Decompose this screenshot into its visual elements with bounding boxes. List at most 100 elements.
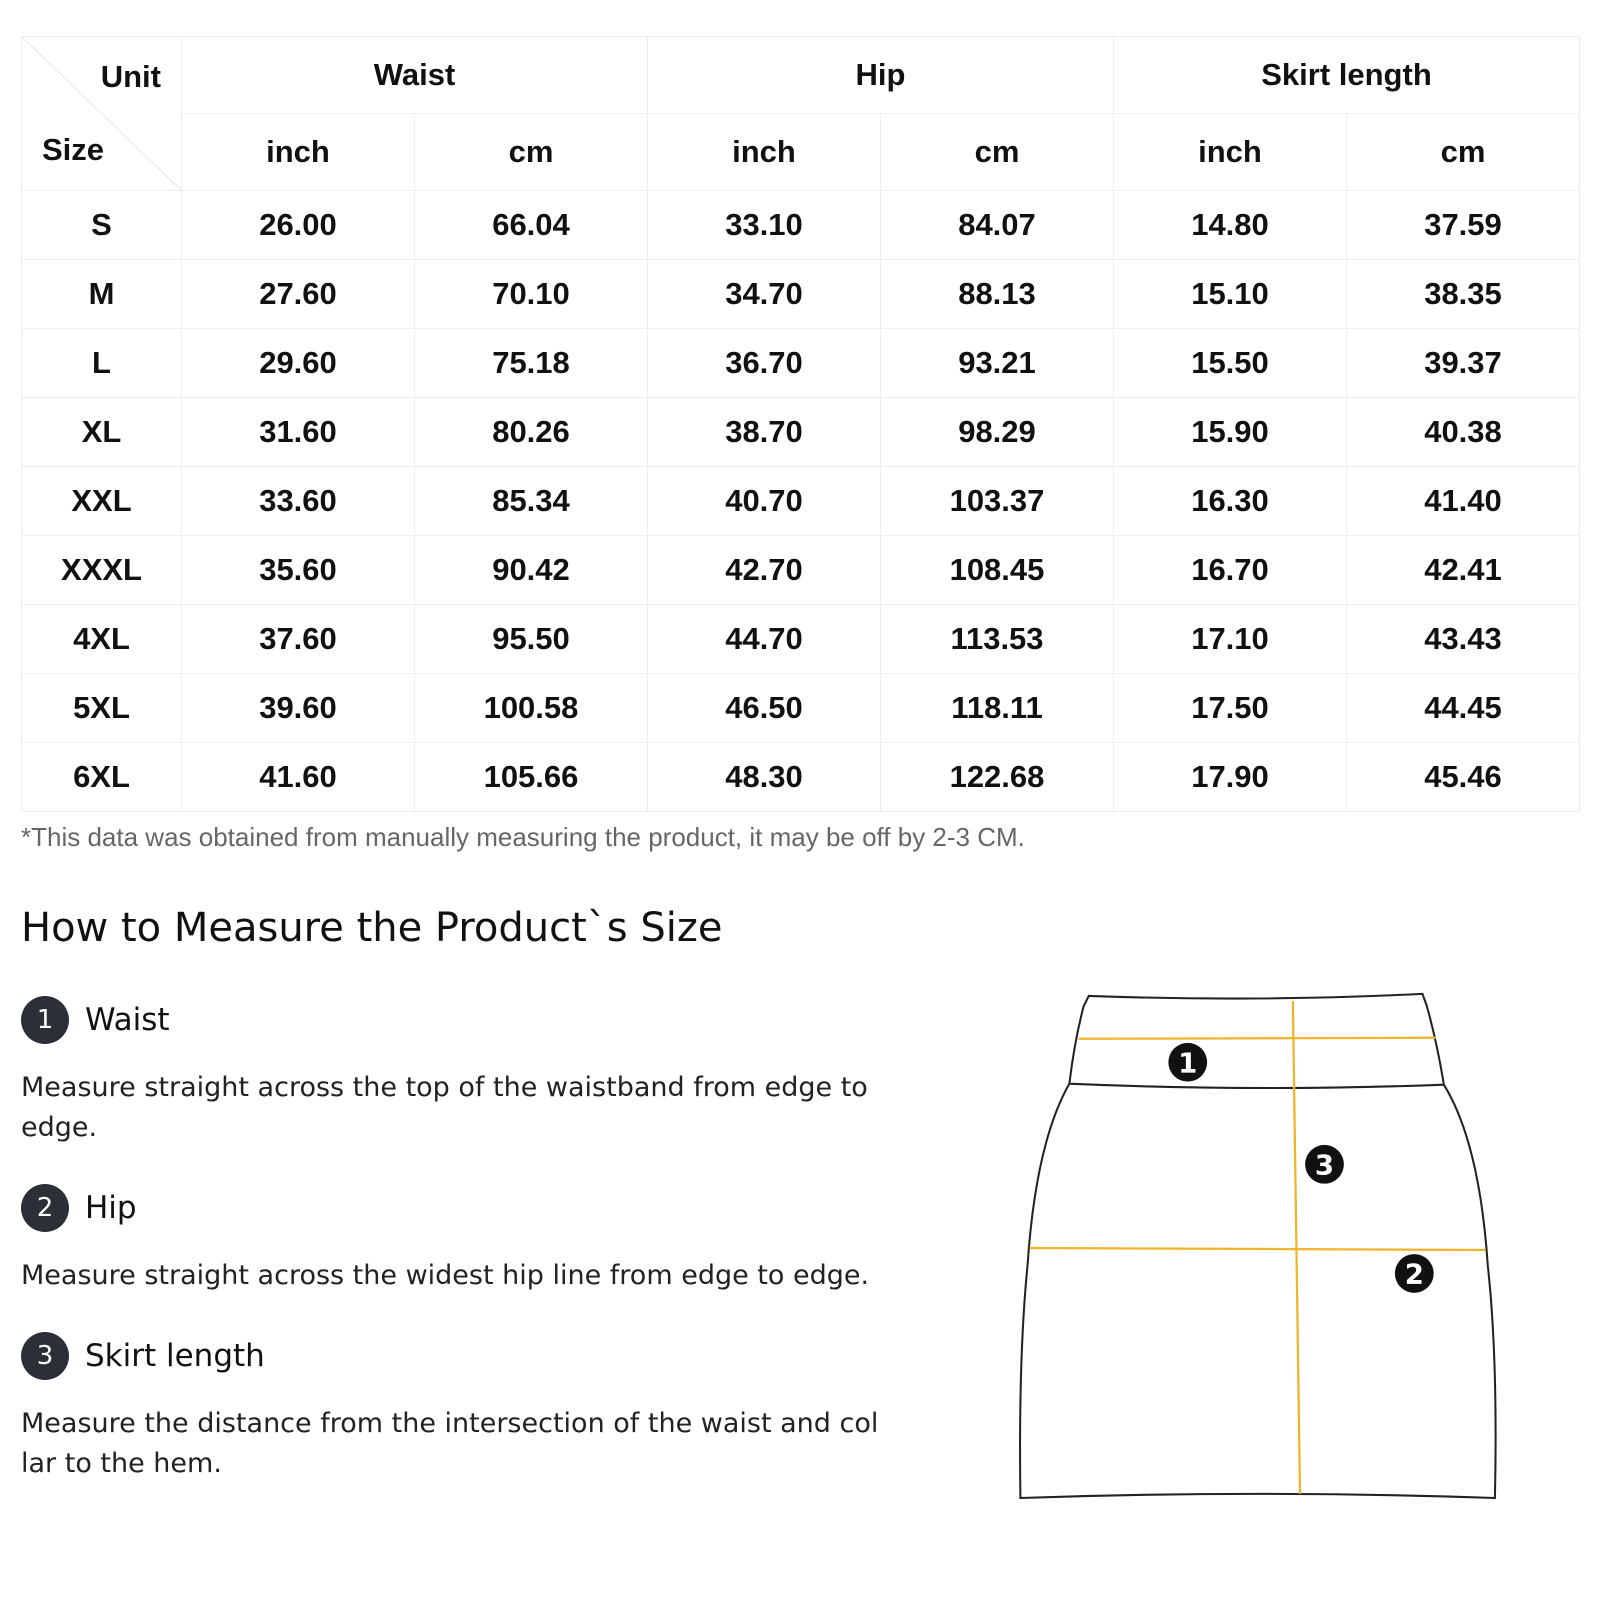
value-cell: 41.60 bbox=[181, 742, 415, 812]
unit-header: cm bbox=[880, 113, 1114, 191]
value-cell: 39.60 bbox=[181, 673, 415, 743]
value-cell: 95.50 bbox=[414, 604, 648, 674]
step-description: Measure straight across the widest hip l… bbox=[21, 1260, 870, 1291]
value-cell: 15.10 bbox=[1113, 259, 1347, 329]
size-cell: 6XL bbox=[21, 742, 182, 812]
value-cell: 108.45 bbox=[880, 535, 1114, 605]
unit-header: cm bbox=[1346, 113, 1580, 191]
step-number-badge: 2 bbox=[21, 1184, 69, 1232]
value-cell: 70.10 bbox=[414, 259, 648, 329]
value-cell: 31.60 bbox=[181, 397, 415, 467]
measurement-note: *This data was obtained from manually me… bbox=[21, 822, 1025, 852]
value-cell: 41.40 bbox=[1346, 466, 1580, 536]
step-number-badge: 1 bbox=[21, 996, 69, 1044]
marker-2: 2 bbox=[1394, 1254, 1434, 1293]
step-number-badge: 3 bbox=[21, 1332, 69, 1380]
value-cell: 15.90 bbox=[1113, 397, 1347, 467]
value-cell: 42.41 bbox=[1346, 535, 1580, 605]
value-cell: 33.10 bbox=[647, 190, 881, 260]
step-hip: 2 Hip bbox=[21, 1184, 137, 1232]
guide-title: How to Measure the Product`s Size bbox=[21, 905, 723, 951]
step-description: Measure straight across the top of the w… bbox=[21, 1072, 868, 1143]
value-cell: 43.43 bbox=[1346, 604, 1580, 674]
size-label: Size bbox=[42, 132, 105, 167]
value-cell: 103.37 bbox=[880, 466, 1114, 536]
size-cell: XL bbox=[21, 397, 182, 467]
value-cell: 36.70 bbox=[647, 328, 881, 398]
step-description: Measure the distance from the intersecti… bbox=[21, 1408, 879, 1479]
value-cell: 37.59 bbox=[1346, 190, 1580, 260]
value-cell: 16.70 bbox=[1113, 535, 1347, 605]
value-cell: 16.30 bbox=[1113, 466, 1347, 536]
value-cell: 75.18 bbox=[414, 328, 648, 398]
table-row: M 27.60 70.10 34.70 88.13 15.10 38.35 bbox=[21, 259, 1580, 329]
value-cell: 113.53 bbox=[880, 604, 1114, 674]
measure-lines bbox=[1029, 1001, 1486, 1494]
size-cell: S bbox=[21, 190, 182, 260]
size-cell: XXXL bbox=[21, 535, 182, 605]
value-cell: 80.26 bbox=[414, 397, 648, 467]
table-row: S 26.00 66.04 33.10 84.07 14.80 37.59 bbox=[21, 190, 1580, 260]
value-cell: 118.11 bbox=[880, 673, 1114, 743]
value-cell: 17.50 bbox=[1113, 673, 1347, 743]
value-cell: 46.50 bbox=[647, 673, 881, 743]
step-name: Skirt length bbox=[85, 1338, 265, 1374]
value-cell: 48.30 bbox=[647, 742, 881, 812]
value-cell: 44.70 bbox=[647, 604, 881, 674]
value-cell: 39.37 bbox=[1346, 328, 1580, 398]
svg-text:3: 3 bbox=[1315, 1149, 1334, 1181]
svg-text:2: 2 bbox=[1405, 1259, 1424, 1291]
table-row: XXL 33.60 85.34 40.70 103.37 16.30 41.40 bbox=[21, 466, 1580, 536]
value-cell: 14.80 bbox=[1113, 190, 1347, 260]
step-waist: 1 Waist bbox=[21, 996, 170, 1044]
diagonal-divider bbox=[22, 37, 181, 190]
value-cell: 90.42 bbox=[414, 535, 648, 605]
size-cell: 5XL bbox=[21, 673, 182, 743]
value-cell: 34.70 bbox=[647, 259, 881, 329]
marker-3: 3 bbox=[1305, 1144, 1344, 1184]
value-cell: 38.35 bbox=[1346, 259, 1580, 329]
step-name: Hip bbox=[85, 1190, 137, 1226]
value-cell: 33.60 bbox=[181, 466, 415, 536]
value-cell: 35.60 bbox=[181, 535, 415, 605]
waist-line bbox=[1078, 1036, 1436, 1040]
unit-label: Unit bbox=[100, 59, 161, 94]
value-cell: 88.13 bbox=[880, 259, 1114, 329]
table-row: 6XL 41.60 105.66 48.30 122.68 17.90 45.46 bbox=[21, 742, 1580, 812]
value-cell: 66.04 bbox=[414, 190, 648, 260]
size-cell: M bbox=[21, 259, 182, 329]
svg-text:1: 1 bbox=[1178, 1047, 1197, 1079]
value-cell: 122.68 bbox=[880, 742, 1114, 812]
marker-1: 1 bbox=[1168, 1042, 1208, 1082]
value-cell: 27.60 bbox=[181, 259, 415, 329]
value-cell: 85.34 bbox=[414, 466, 648, 536]
table-row: 4XL 37.60 95.50 44.70 113.53 17.10 43.43 bbox=[21, 604, 1580, 674]
value-cell: 44.45 bbox=[1346, 673, 1580, 743]
size-cell: L bbox=[21, 328, 182, 398]
unit-header: inch bbox=[647, 113, 881, 191]
group-header-waist: Waist bbox=[181, 36, 648, 114]
table-row: XXXL 35.60 90.42 42.70 108.45 16.70 42.41 bbox=[21, 535, 1580, 605]
unit-header: inch bbox=[1113, 113, 1347, 191]
length-line bbox=[1291, 1001, 1302, 1494]
value-cell: 105.66 bbox=[414, 742, 648, 812]
group-header-hip: Hip bbox=[647, 36, 1114, 114]
step-name: Waist bbox=[85, 1002, 170, 1038]
value-cell: 45.46 bbox=[1346, 742, 1580, 812]
corner-header: Unit Size bbox=[21, 36, 182, 191]
table-row: 5XL 39.60 100.58 46.50 118.11 17.50 44.45 bbox=[21, 673, 1580, 743]
value-cell: 17.10 bbox=[1113, 604, 1347, 674]
value-cell: 17.90 bbox=[1113, 742, 1347, 812]
step-skirt-length: 3 Skirt length bbox=[21, 1332, 265, 1380]
value-cell: 98.29 bbox=[880, 397, 1114, 467]
value-cell: 84.07 bbox=[880, 190, 1114, 260]
table-row: XL 31.60 80.26 38.70 98.29 15.90 40.38 bbox=[21, 397, 1580, 467]
hip-line bbox=[1029, 1246, 1486, 1252]
unit-header: cm bbox=[414, 113, 648, 191]
group-header-skirt-length: Skirt length bbox=[1113, 36, 1580, 114]
value-cell: 100.58 bbox=[414, 673, 648, 743]
skirt-outline bbox=[1019, 992, 1497, 1500]
size-chart-table: Unit Size Waist Hip Skirt length inch cm i… bbox=[21, 36, 1580, 812]
unit-header: inch bbox=[181, 113, 415, 191]
